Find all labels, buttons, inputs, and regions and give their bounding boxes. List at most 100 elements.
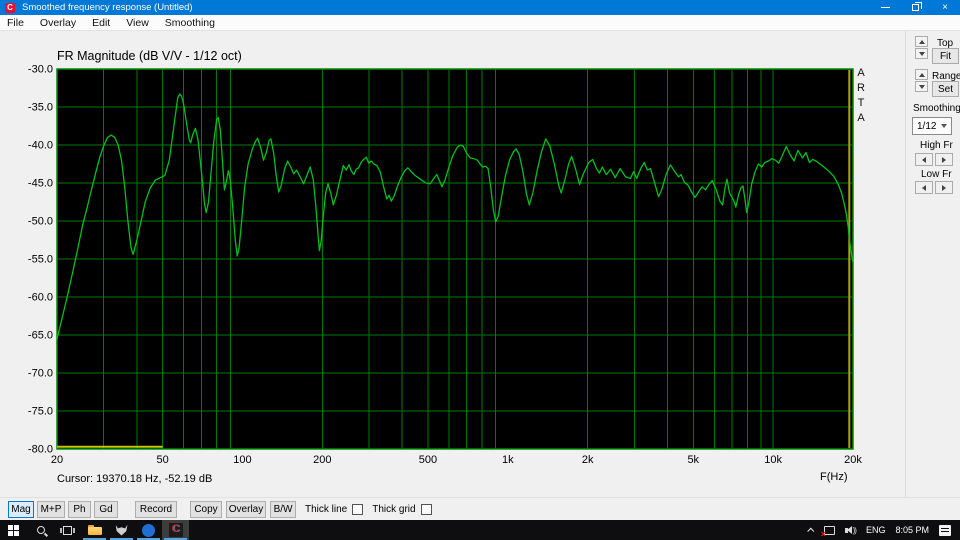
- svg-text:-50.0: -50.0: [28, 216, 53, 228]
- smoothing-value: 1/12: [917, 120, 937, 132]
- range-down-button[interactable]: [915, 81, 928, 92]
- minimize-button[interactable]: [870, 0, 900, 15]
- svg-text:-65.0: -65.0: [28, 330, 53, 342]
- app3-icon: [142, 523, 155, 537]
- arta-watermark: ARTA: [855, 67, 867, 127]
- taskbar: C )) ENG 8:05 PM: [0, 520, 960, 540]
- task-view-button[interactable]: [54, 520, 81, 540]
- set-button[interactable]: Set: [932, 81, 959, 97]
- top-spinner: [915, 36, 928, 59]
- volume-button[interactable]: )): [840, 520, 861, 540]
- cursor-readout: Cursor: 19370.18 Hz, -52.19 dB: [57, 473, 213, 485]
- svg-text:100: 100: [233, 454, 251, 466]
- menu-file[interactable]: File: [7, 16, 24, 29]
- mag-button[interactable]: Mag: [8, 500, 34, 518]
- smoothing-label: Smoothing: [913, 103, 960, 114]
- gd-button[interactable]: Gd: [94, 500, 118, 518]
- svg-text:-45.0: -45.0: [28, 178, 53, 190]
- arta-icon: C: [168, 523, 183, 537]
- window-title: Smoothed frequency response (Untitled): [22, 2, 193, 13]
- svg-text:-80.0: -80.0: [28, 444, 53, 456]
- copy-button[interactable]: Copy: [190, 500, 222, 518]
- svg-text:-35.0: -35.0: [28, 102, 53, 114]
- language-indicator[interactable]: ENG: [865, 525, 886, 535]
- task-view-icon: [60, 525, 75, 535]
- svg-text:500: 500: [419, 454, 437, 466]
- overlay-button[interactable]: Overlay: [226, 500, 266, 518]
- up-arrow-icon: [918, 39, 925, 44]
- folder-icon: [87, 525, 102, 535]
- svg-text:-40.0: -40.0: [28, 140, 53, 152]
- speaker-icon: )): [844, 526, 857, 535]
- left-arrow-icon: [922, 156, 926, 163]
- low-fr-label: Low Fr: [921, 169, 952, 180]
- svg-text:20k: 20k: [844, 454, 862, 466]
- close-button[interactable]: ×: [930, 0, 960, 15]
- svg-text:1k: 1k: [502, 454, 514, 466]
- titlebar: C Smoothed frequency response (Untitled)…: [0, 0, 960, 15]
- range-spinner: [915, 69, 928, 92]
- low-fr-right-button[interactable]: [935, 181, 953, 194]
- menu-edit[interactable]: Edit: [92, 16, 111, 29]
- clock[interactable]: 8:05 PM: [895, 525, 929, 535]
- close-icon: ×: [942, 1, 948, 13]
- start-button[interactable]: [0, 520, 27, 540]
- menubar: File Overlay Edit View Smoothing: [0, 15, 960, 31]
- thick-grid-checkbox[interactable]: [420, 503, 432, 515]
- fit-button[interactable]: Fit: [932, 48, 959, 64]
- up-arrow-icon: [918, 72, 925, 77]
- chart-area: -30.0 -35.0 -40.0 -45.0 -50.0 -55.0 -60.0 -65.0…: [0, 31, 960, 497]
- svg-text:5k: 5k: [687, 454, 699, 466]
- notification-icon: [939, 524, 951, 536]
- taskbar-app3-button[interactable]: [135, 520, 162, 540]
- high-fr-left-button[interactable]: [915, 153, 933, 166]
- thick-grid-label: Thick grid: [372, 503, 416, 515]
- right-arrow-icon: [942, 184, 946, 191]
- taskbar-search-button[interactable]: [27, 520, 54, 540]
- minimize-icon: [880, 7, 890, 8]
- taskbar-app2-button[interactable]: [108, 520, 135, 540]
- svg-text:-30.0: -30.0: [28, 64, 53, 76]
- right-arrow-icon: [942, 156, 946, 163]
- system-tray: )) ENG 8:05 PM: [804, 520, 960, 540]
- bottom-toolbar: Mag M+P Ph Gd Record Copy Overlay B/W Th…: [0, 497, 960, 520]
- svg-text:20: 20: [51, 454, 63, 466]
- taskbar-arta-button[interactable]: C: [162, 520, 189, 540]
- m-plus-p-button[interactable]: M+P: [37, 500, 65, 518]
- range-label: Range: [932, 71, 960, 82]
- range-up-button[interactable]: [915, 69, 928, 80]
- low-fr-left-button[interactable]: [915, 181, 933, 194]
- high-fr-label: High Fr: [920, 140, 953, 151]
- chevron-down-icon: [941, 124, 947, 128]
- left-arrow-icon: [922, 184, 926, 191]
- side-panel: Top Fit Range Set Smoothing 1/12 High Fr…: [905, 31, 960, 497]
- smoothing-dropdown[interactable]: 1/12: [912, 117, 952, 135]
- thick-line-checkbox[interactable]: [352, 503, 364, 515]
- menu-smoothing[interactable]: Smoothing: [164, 16, 215, 29]
- top-down-button[interactable]: [915, 48, 928, 59]
- menu-overlay[interactable]: Overlay: [39, 16, 77, 29]
- svg-text:-60.0: -60.0: [28, 292, 53, 304]
- top-up-button[interactable]: [915, 36, 928, 47]
- record-button[interactable]: Record: [135, 500, 177, 518]
- arta-app-icon: C: [5, 2, 15, 13]
- down-arrow-icon: [918, 51, 925, 56]
- hidden-icons-button[interactable]: [804, 520, 819, 540]
- high-fr-right-button[interactable]: [935, 153, 953, 166]
- network-disconnected-icon: [821, 525, 835, 539]
- windows-logo-icon: [8, 524, 19, 536]
- chevron-up-icon: [806, 527, 814, 535]
- ph-button[interactable]: Ph: [68, 500, 91, 518]
- file-explorer-button[interactable]: [81, 520, 108, 540]
- restore-button[interactable]: [900, 0, 930, 15]
- bw-button[interactable]: B/W: [270, 500, 296, 518]
- menu-view[interactable]: View: [126, 16, 149, 29]
- thick-line-label: Thick line: [305, 503, 348, 515]
- network-status-button[interactable]: [819, 520, 840, 540]
- chart-title: FR Magnitude (dB V/V - 1/12 oct): [57, 49, 242, 63]
- action-center-button[interactable]: [934, 520, 956, 540]
- svg-text:-75.0: -75.0: [28, 406, 53, 418]
- frequency-response-plot[interactable]: -30.0 -35.0 -40.0 -45.0 -50.0 -55.0 -60.0 -65.0…: [0, 0, 960, 520]
- svg-text:-70.0: -70.0: [28, 368, 53, 380]
- freq-axis-label: F(Hz): [820, 471, 848, 483]
